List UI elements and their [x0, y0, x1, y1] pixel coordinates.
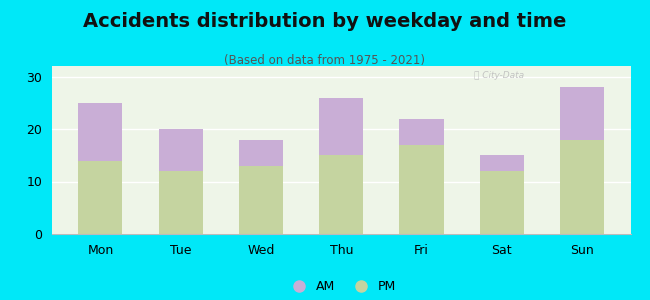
Bar	[480, 155, 524, 171]
Bar	[319, 98, 363, 155]
Bar	[239, 140, 283, 166]
Bar	[400, 145, 443, 234]
Bar	[159, 171, 203, 234]
Bar	[560, 140, 604, 234]
Bar	[239, 166, 283, 234]
Bar	[78, 103, 122, 160]
Bar	[319, 155, 363, 234]
Text: (Based on data from 1975 - 2021): (Based on data from 1975 - 2021)	[224, 54, 426, 67]
Text: ⓘ City-Data: ⓘ City-Data	[474, 71, 525, 80]
Text: Accidents distribution by weekday and time: Accidents distribution by weekday and ti…	[83, 12, 567, 31]
Bar	[159, 129, 203, 171]
Bar	[480, 171, 524, 234]
Legend: AM, PM: AM, PM	[281, 275, 401, 298]
Bar	[400, 118, 443, 145]
Bar	[560, 87, 604, 140]
Bar	[78, 160, 122, 234]
